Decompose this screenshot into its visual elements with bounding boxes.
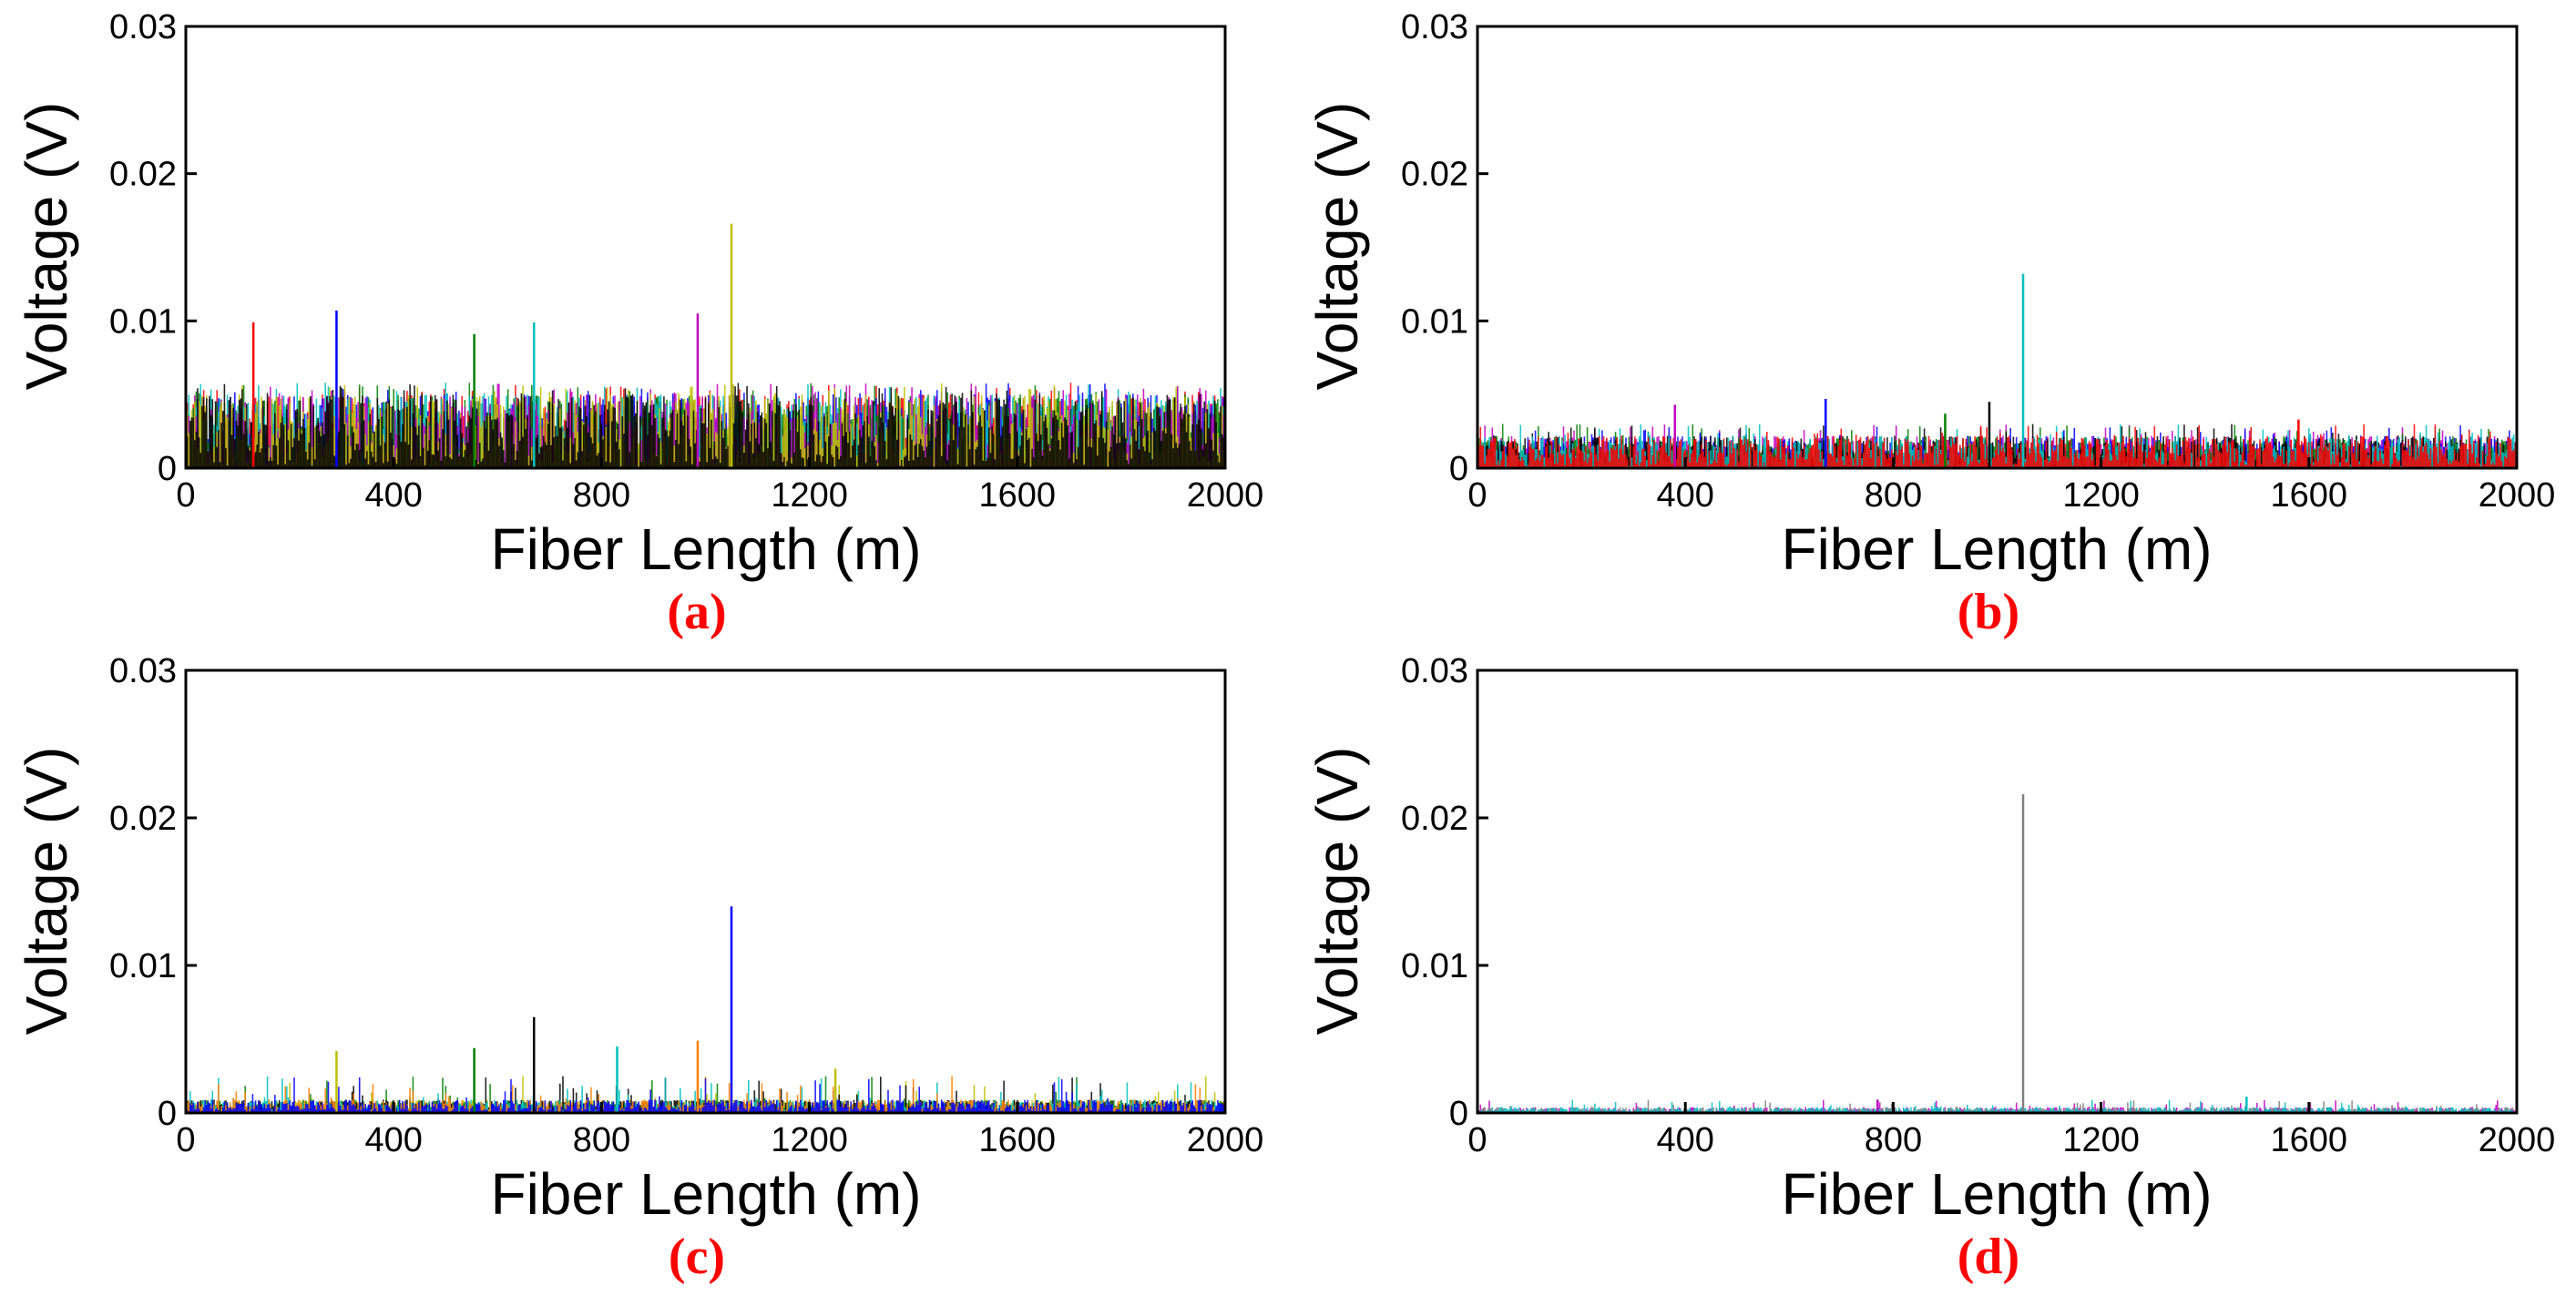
x-axis-label: Fiber Length (m) bbox=[490, 516, 921, 582]
plot-area: 0 400 800 1200 1600 2000 0 0.01 0.02 0.03 bbox=[109, 8, 1263, 515]
axes-frame bbox=[184, 25, 1227, 470]
y-tick-label: 0 bbox=[1449, 1095, 1468, 1133]
y-axis-label: Voltage (V) bbox=[1304, 747, 1370, 1036]
panel-a: 0 400 800 1200 1600 2000 0 0.01 0.02 0.03 Fiber L… bbox=[14, 8, 1263, 640]
x-axis-label: Fiber Length (m) bbox=[490, 1161, 921, 1227]
y-tick-label: 0 bbox=[158, 450, 177, 488]
y-tick-label: 0 bbox=[158, 1095, 177, 1133]
x-axis-label: Fiber Length (m) bbox=[1781, 516, 2212, 582]
x-tick-label: 2000 bbox=[2479, 476, 2556, 515]
plot-area: 0 400 800 1200 1600 2000 0 0.01 0.02 0.03 bbox=[1401, 652, 2555, 1159]
x-tick-label: 400 bbox=[364, 1121, 422, 1159]
x-axis-label: Fiber Length (m) bbox=[1781, 1161, 2212, 1227]
y-tick-label: 0.01 bbox=[1401, 947, 1468, 985]
x-tick-label: 800 bbox=[573, 476, 630, 515]
panel-d: 0 400 800 1200 1600 2000 0 0.01 0.02 0.03 Fiber L… bbox=[1304, 652, 2555, 1285]
x-tick-label: 400 bbox=[1656, 476, 1713, 515]
y-tick-label: 0 bbox=[1449, 450, 1468, 488]
y-axis-label: Voltage (V) bbox=[14, 747, 79, 1036]
y-tick-label: 0.03 bbox=[1401, 8, 1468, 46]
x-tick-label: 0 bbox=[176, 476, 195, 515]
y-tick-label: 0.03 bbox=[109, 652, 177, 690]
y-tick-label: 0.02 bbox=[1401, 156, 1468, 194]
x-tick-label: 1600 bbox=[979, 1121, 1057, 1159]
axes-frame bbox=[1476, 668, 2519, 1115]
y-tick-label: 0.01 bbox=[109, 947, 177, 985]
y-tick-label: 0.03 bbox=[1401, 652, 1468, 690]
x-tick-label: 400 bbox=[1656, 1121, 1713, 1159]
y-axis-label: Voltage (V) bbox=[14, 102, 79, 391]
x-tick-label: 1200 bbox=[2062, 1121, 2140, 1159]
plot-area: 0 400 800 1200 1600 2000 0 0.01 0.02 0.03 bbox=[109, 652, 1263, 1159]
y-tick-label: 0.01 bbox=[109, 302, 177, 341]
x-tick-label: 1600 bbox=[979, 476, 1057, 515]
x-tick-label: 2000 bbox=[1187, 1121, 1264, 1159]
x-tick-label: 0 bbox=[176, 1121, 195, 1159]
panel-caption: (b) bbox=[1958, 584, 2019, 640]
x-tick-label: 2000 bbox=[2479, 1121, 2556, 1159]
panel-c: 0 400 800 1200 1600 2000 0 0.01 0.02 0.03 Fiber L… bbox=[14, 652, 1263, 1285]
x-tick-label: 1200 bbox=[2062, 476, 2140, 515]
y-tick-label: 0.02 bbox=[109, 800, 177, 838]
x-tick-label: 2000 bbox=[1187, 476, 1264, 515]
panel-caption: (c) bbox=[669, 1229, 725, 1285]
x-tick-label: 800 bbox=[1865, 1121, 1922, 1159]
x-tick-label: 0 bbox=[1467, 476, 1487, 515]
x-tick-label: 1600 bbox=[2271, 476, 2348, 515]
panel-b: 0 400 800 1200 1600 2000 0 0.01 0.02 0.03 Fiber L… bbox=[1304, 8, 2555, 640]
y-axis-label: Voltage (V) bbox=[1304, 102, 1370, 391]
axes-frame bbox=[184, 668, 1227, 1115]
x-tick-label: 1600 bbox=[2271, 1121, 2348, 1159]
panel-caption: (a) bbox=[667, 584, 726, 640]
y-tick-label: 0.02 bbox=[109, 156, 177, 194]
plot-area: 0 400 800 1200 1600 2000 0 0.01 0.02 0.03 bbox=[1401, 8, 2555, 515]
x-tick-label: 0 bbox=[1467, 1121, 1487, 1159]
y-tick-label: 0.03 bbox=[109, 8, 177, 46]
x-tick-label: 1200 bbox=[771, 476, 848, 515]
y-tick-label: 0.02 bbox=[1401, 800, 1468, 838]
x-tick-label: 800 bbox=[573, 1121, 630, 1159]
panel-caption: (d) bbox=[1958, 1229, 2019, 1285]
x-tick-label: 800 bbox=[1865, 476, 1922, 515]
x-tick-label: 400 bbox=[364, 476, 422, 515]
y-tick-label: 0.01 bbox=[1401, 302, 1468, 341]
x-tick-label: 1200 bbox=[771, 1121, 848, 1159]
axes-frame bbox=[1476, 25, 2519, 470]
